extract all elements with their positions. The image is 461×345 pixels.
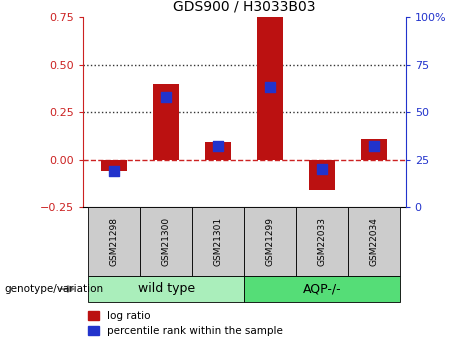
Bar — [244, 276, 401, 302]
Point — [371, 144, 378, 149]
Bar — [244, 207, 296, 276]
Bar — [192, 207, 244, 276]
Bar — [205, 142, 231, 159]
Title: GDS900 / H3033B03: GDS900 / H3033B03 — [173, 0, 316, 13]
Point — [215, 144, 222, 149]
Text: AQP-/-: AQP-/- — [303, 283, 342, 295]
Bar — [361, 139, 387, 159]
Text: GSM21298: GSM21298 — [110, 217, 119, 266]
Bar — [88, 276, 244, 302]
Bar — [140, 207, 192, 276]
Bar — [88, 207, 140, 276]
Point — [319, 166, 326, 172]
Bar — [296, 207, 349, 276]
Point — [111, 168, 118, 174]
Text: genotype/variation: genotype/variation — [5, 284, 104, 294]
Text: GSM21300: GSM21300 — [162, 217, 171, 266]
Legend: log ratio, percentile rank within the sample: log ratio, percentile rank within the sa… — [88, 311, 283, 336]
Bar — [257, 17, 284, 159]
Bar — [101, 159, 127, 171]
Bar — [349, 207, 401, 276]
Point — [163, 94, 170, 100]
Text: GSM21299: GSM21299 — [266, 217, 275, 266]
Point — [266, 85, 274, 90]
Bar — [153, 84, 179, 159]
Text: wild type: wild type — [138, 283, 195, 295]
Text: GSM22034: GSM22034 — [370, 217, 379, 266]
Text: GSM22033: GSM22033 — [318, 217, 327, 266]
Bar — [309, 159, 336, 190]
Text: GSM21301: GSM21301 — [214, 217, 223, 266]
